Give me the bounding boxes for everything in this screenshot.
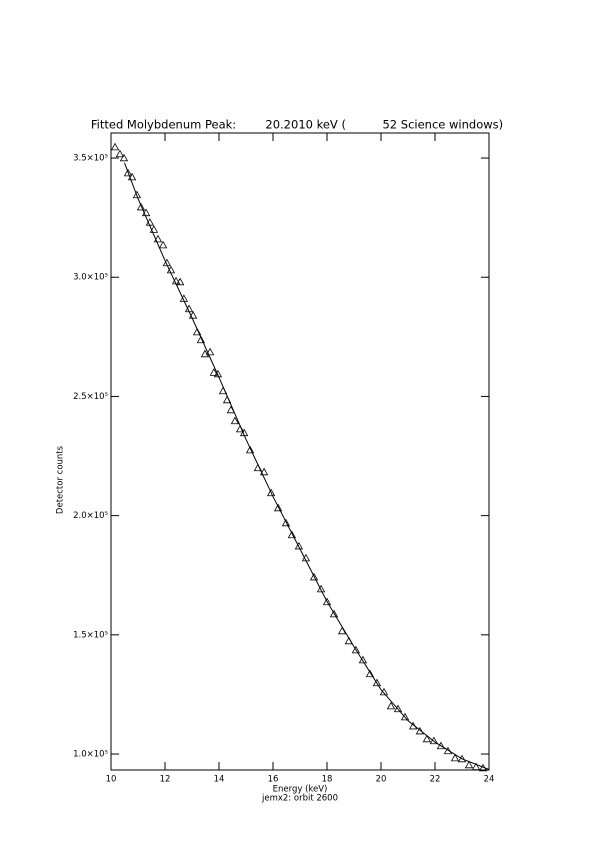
data-point [162, 258, 172, 267]
data-point [450, 753, 460, 762]
y-tick-label: 2.5×10⁵ [73, 392, 108, 402]
data-point [422, 734, 432, 743]
data-point [316, 584, 326, 593]
data-point [245, 445, 255, 454]
fit-line [124, 162, 490, 770]
data-point [464, 760, 474, 769]
data-point [119, 153, 129, 162]
data-point [209, 368, 219, 376]
data-point [273, 503, 283, 512]
data-point [287, 530, 297, 539]
x-tick-label: 10 [106, 775, 117, 785]
data-point [115, 149, 125, 158]
data-point [322, 597, 332, 606]
chart-title: Fitted Molybdenum Peak: 20.2010 keV ( 52… [91, 118, 503, 132]
data-point [213, 369, 223, 378]
data-point [266, 488, 276, 497]
data-point [200, 349, 210, 358]
data-point [153, 234, 163, 243]
plot-frame [110, 132, 490, 771]
data-point [471, 762, 481, 771]
data-point [205, 347, 215, 356]
x-tick-label: 24 [484, 775, 495, 785]
data-point [230, 416, 240, 425]
data-point [429, 736, 439, 745]
y-tick-label: 1.5×10⁵ [73, 630, 108, 640]
data-point [309, 572, 319, 581]
x-tick-label: 18 [322, 775, 333, 785]
data-point [132, 190, 142, 199]
data-point [196, 335, 206, 344]
data-point [192, 327, 202, 336]
data-point [281, 518, 291, 527]
data-point [294, 541, 304, 550]
data-point [329, 609, 339, 618]
data-point [136, 202, 146, 211]
y-tick-label: 3.0×10⁵ [73, 273, 108, 283]
data-point [127, 172, 137, 181]
data-point [351, 645, 361, 654]
data-point [436, 741, 446, 750]
data-point [443, 746, 453, 755]
data-point [400, 712, 410, 721]
x-tick-label: 12 [160, 775, 171, 785]
data-point [386, 701, 396, 710]
x-tick-label: 20 [376, 775, 387, 785]
data-point [259, 467, 269, 476]
x-tick-label: 14 [214, 775, 225, 785]
y-axis-label: Detector counts [56, 445, 66, 514]
y-tick-label: 2.0×10⁵ [73, 511, 108, 521]
x-tick-label: 16 [268, 775, 279, 785]
data-point [415, 726, 425, 735]
data-point [123, 168, 133, 177]
data-point [188, 311, 198, 319]
data-point [175, 277, 185, 286]
data-point [358, 655, 368, 664]
data-point [365, 669, 375, 678]
x-axis-label: Energy (keV) [273, 785, 328, 795]
data-point [372, 678, 382, 687]
x-tick-label: 22 [430, 775, 441, 785]
data-point [393, 704, 403, 713]
data-point [158, 240, 168, 249]
data-point [110, 142, 120, 151]
data-point [457, 754, 467, 763]
data-point [149, 225, 159, 233]
subtitle: jemx2: orbit 2600 [261, 794, 338, 804]
y-tick-label: 1.0×10⁵ [73, 750, 108, 760]
y-tick-label: 3.5×10⁵ [73, 154, 108, 164]
